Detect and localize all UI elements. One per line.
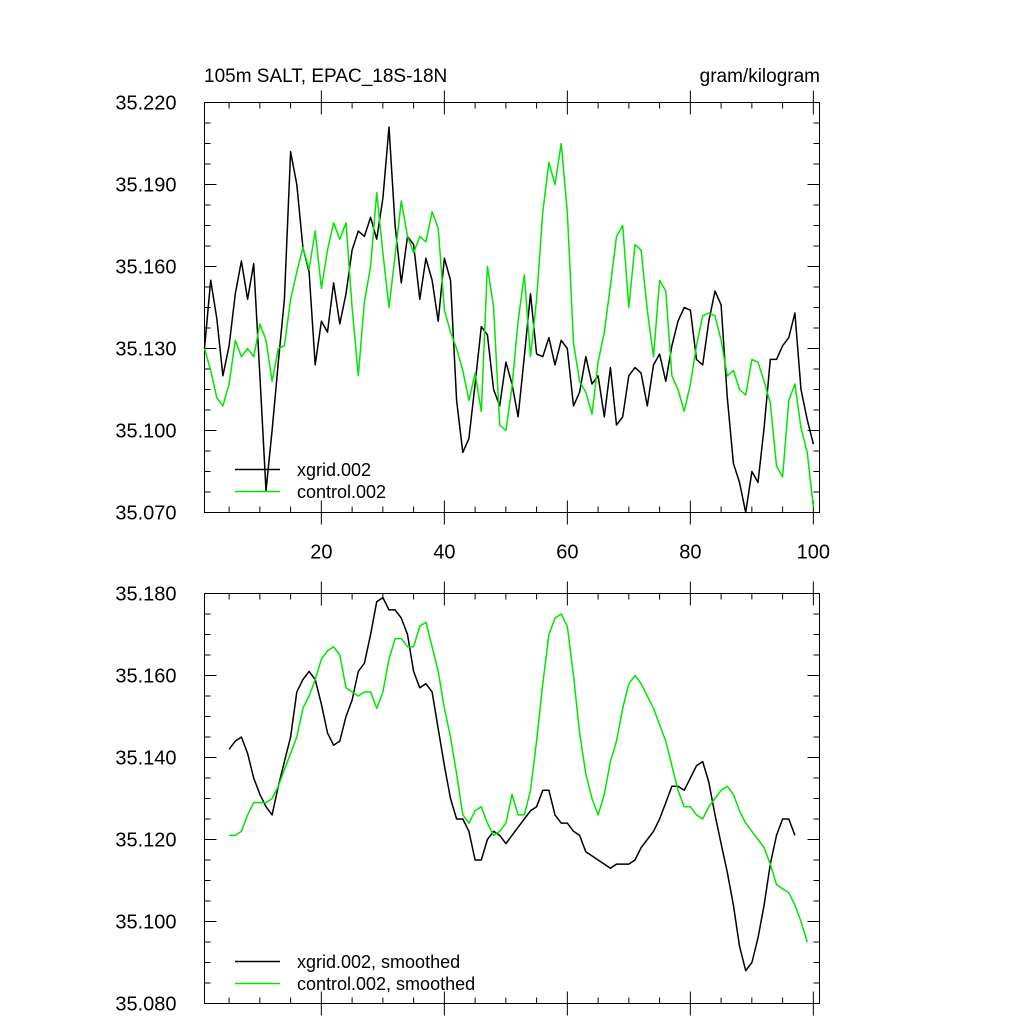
series-line-control (203, 142, 815, 508)
y-tick-label: 35.130 (115, 339, 176, 361)
chart-title: 105m SALT, EPAC_18S-18N (204, 66, 447, 87)
y-tick-labels-bottom: 35.080 35.100 35.120 35.140 35.160 35.18… (115, 584, 176, 1016)
series-line-xgrid (203, 126, 815, 514)
y-tick-label: 35.140 (115, 748, 176, 770)
x-axis-top (228, 90, 814, 525)
y-tick-label: 35.190 (115, 175, 176, 197)
y-axis-bottom (204, 593, 820, 1004)
y-tick-label: 35.160 (115, 257, 176, 279)
plot-frame-bottom (204, 593, 820, 1004)
legend-label-xgrid: xgrid.002 (297, 460, 371, 480)
series-line-xgrid-smoothed (228, 596, 796, 972)
x-tick-label: 20 (310, 542, 332, 564)
y-tick-label: 35.220 (115, 93, 176, 115)
legend-bottom: xgrid.002, smoothed control.002, smoothe… (235, 952, 475, 994)
y-axis-top (204, 102, 820, 513)
legend-top: xgrid.002 control.002 (235, 460, 386, 502)
y-tick-label: 35.180 (115, 584, 176, 606)
panel-bottom: 35.080 35.100 35.120 35.140 35.160 35.18… (115, 581, 820, 1016)
y-tick-label: 35.100 (115, 912, 176, 934)
y-tick-label: 35.070 (115, 503, 176, 525)
y-tick-label: 35.100 (115, 421, 176, 443)
x-tick-label: 80 (679, 542, 701, 564)
series-line-control-smoothed (229, 613, 808, 943)
y-tick-labels-top: 35.070 35.100 35.130 35.160 35.190 35.22… (115, 93, 176, 525)
panel-top: 105m SALT, EPAC_18S-18N gram/kilogram 35… (115, 66, 830, 564)
legend-label-control: control.002 (297, 482, 386, 502)
x-tick-labels-top: 20 40 60 80 100 (310, 542, 830, 564)
x-axis-bottom (228, 581, 814, 1016)
x-tick-label: 100 (797, 542, 830, 564)
y-tick-label: 35.120 (115, 830, 176, 852)
plot-frame-top (204, 102, 820, 513)
y-tick-label: 35.080 (115, 994, 176, 1016)
x-tick-label: 40 (433, 542, 455, 564)
units-label: gram/kilogram (700, 66, 820, 87)
y-tick-label: 35.160 (115, 666, 176, 688)
x-tick-label: 60 (556, 542, 578, 564)
legend-label-control-smoothed: control.002, smoothed (297, 974, 475, 994)
legend-label-xgrid-smoothed: xgrid.002, smoothed (297, 952, 460, 972)
